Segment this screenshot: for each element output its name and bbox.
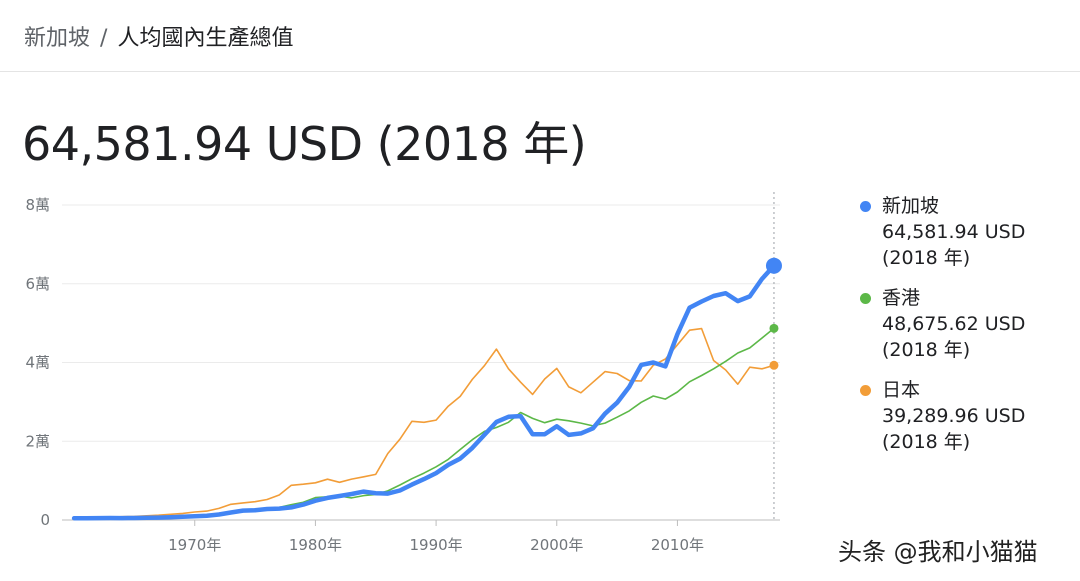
legend-year: (2018 年) xyxy=(882,247,971,269)
legend-year: (2018 年) xyxy=(882,431,971,453)
watermark: 头条 @我和小猫猫 xyxy=(838,538,1038,566)
y-tick-label: 6萬 xyxy=(25,275,50,293)
header-divider xyxy=(0,71,1080,72)
legend-value: 39,289.96 USD xyxy=(882,405,1026,427)
y-tick-label: 4萬 xyxy=(25,354,50,372)
y-tick-label: 8萬 xyxy=(25,196,50,214)
legend-name: 香港 xyxy=(882,287,921,309)
x-tick-label: 2010年 xyxy=(651,536,704,554)
breadcrumb-current-metric: 人均國內生產總值 xyxy=(117,26,294,51)
series-endpoint-singapore[interactable] xyxy=(765,257,782,274)
x-tick-label: 1970年 xyxy=(168,536,221,554)
series-endpoint-japan[interactable] xyxy=(769,360,779,370)
x-tick-label: 1990年 xyxy=(409,536,462,554)
breadcrumb-separator: / xyxy=(100,26,108,51)
series-endpoint-hong-kong[interactable] xyxy=(769,323,779,333)
legend-year: (2018 年) xyxy=(882,339,971,361)
breadcrumb: 新加坡 / 人均國內生產總值 xyxy=(24,20,293,52)
legend-dot-hong-kong xyxy=(860,293,871,304)
legend-dot-singapore xyxy=(860,201,871,212)
series-lines xyxy=(71,263,777,521)
headline-value: 64,581.94 USD (2018 年) xyxy=(22,117,587,171)
legend-name: 日本 xyxy=(882,379,921,401)
legend-item-singapore[interactable]: 新加坡 64,581.94 USD (2018 年) xyxy=(860,193,1060,271)
series-endpoints xyxy=(765,257,782,370)
legend-value: 64,581.94 USD xyxy=(882,221,1026,243)
legend-name: 新加坡 xyxy=(882,195,940,217)
x-tick-label: 2000年 xyxy=(530,536,583,554)
breadcrumb-country[interactable]: 新加坡 xyxy=(24,26,91,51)
legend-item-japan[interactable]: 日本 39,289.96 USD (2018 年) xyxy=(860,377,1060,455)
x-tick-label: 1980年 xyxy=(289,536,342,554)
legend-dot-japan xyxy=(860,385,871,396)
series-line-singapore[interactable] xyxy=(71,263,777,521)
chart-legend: 新加坡 64,581.94 USD (2018 年) 香港 48,675.62 … xyxy=(860,193,1060,469)
legend-item-hong-kong[interactable]: 香港 48,675.62 USD (2018 年) xyxy=(860,285,1060,363)
grid-lines xyxy=(62,204,780,526)
axis-labels: 0 2萬 4萬 6萬 8萬 1970年 1980年 1990年 2000年 2010年 xyxy=(25,196,704,554)
gdp-line-chart[interactable]: 0 2萬 4萬 6萬 8萬 1970年 1980年 1990年 2000年 2010年 xyxy=(0,180,850,560)
legend-value: 48,675.62 USD xyxy=(882,313,1026,335)
y-tick-label: 2萬 xyxy=(25,432,50,450)
y-tick-label: 0 xyxy=(40,511,50,529)
